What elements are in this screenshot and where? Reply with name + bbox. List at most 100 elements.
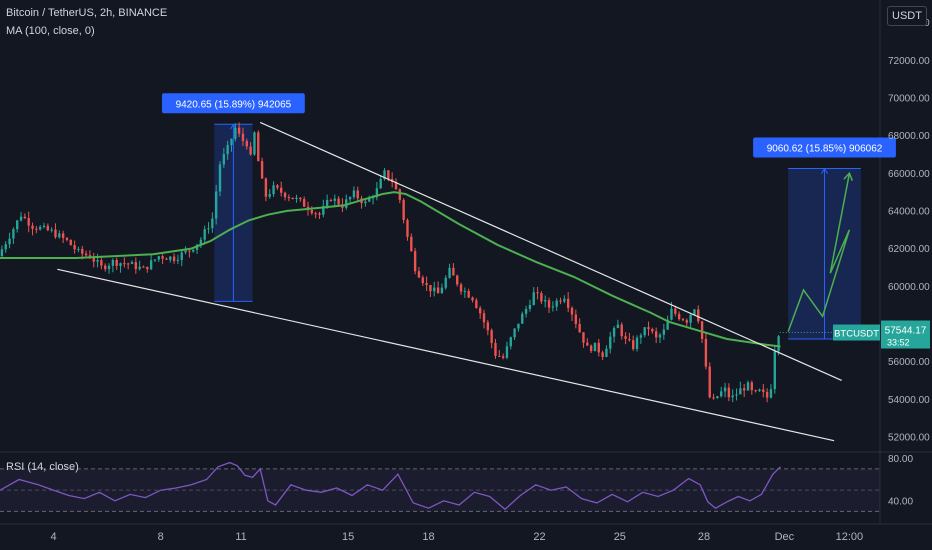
- candle-body: [329, 200, 333, 202]
- projection-arrow-head: [843, 171, 854, 181]
- currency-badge[interactable]: USDT: [887, 6, 927, 26]
- candle-body: [142, 266, 145, 268]
- candle-body: [387, 170, 390, 179]
- candle-body: [624, 336, 627, 339]
- candle-body: [406, 219, 409, 237]
- candle-body: [218, 164, 222, 192]
- candle-body: [647, 327, 650, 330]
- candle-body: [597, 342, 600, 353]
- candle-body: [574, 314, 578, 325]
- candle-body: [203, 229, 206, 240]
- candle-body: [192, 249, 195, 252]
- candle-body: [77, 248, 80, 250]
- price-tick-label: 72000.00: [888, 56, 930, 67]
- candle-body: [658, 334, 662, 338]
- candle-body: [620, 324, 623, 337]
- candle-body: [241, 133, 245, 142]
- candle-body: [697, 309, 700, 322]
- candle-body: [632, 340, 635, 349]
- candle-body: [234, 127, 237, 139]
- candle-body: [758, 389, 761, 392]
- candle-body: [302, 199, 306, 207]
- time-tick-label: Dec: [775, 531, 795, 543]
- candle-body: [356, 190, 359, 199]
- price-tick-label: 68000.00: [888, 131, 930, 142]
- candle-body: [96, 260, 99, 262]
- candle-body: [287, 197, 291, 199]
- candle-body: [115, 259, 118, 266]
- candle-body: [628, 338, 631, 341]
- candle-body: [138, 266, 141, 270]
- candle-body: [322, 206, 325, 215]
- candle-body: [375, 188, 379, 198]
- symbol-price-tag: [833, 324, 880, 341]
- candle-body: [551, 306, 555, 308]
- candle-body: [662, 329, 666, 335]
- candle-body: [111, 259, 115, 266]
- candle-body: [440, 287, 444, 294]
- candle-body: [130, 262, 134, 264]
- candle-body: [272, 185, 275, 195]
- candle-body: [528, 304, 532, 309]
- measure-label: 9420.65 (15.89%) 942065: [176, 99, 292, 110]
- candle-body: [765, 391, 769, 398]
- candle-body: [746, 382, 750, 391]
- candle-body: [609, 336, 612, 349]
- candle-body: [735, 394, 738, 396]
- candle-body: [310, 209, 314, 214]
- candle-body: [226, 145, 229, 155]
- rsi-pane: 40.00 80.00: [0, 454, 913, 512]
- candle-body: [214, 191, 218, 219]
- candle-body: [570, 307, 574, 315]
- candle-body: [50, 229, 53, 231]
- rsi-tick-label: 80.00: [888, 454, 913, 465]
- candle-body: [169, 256, 172, 260]
- candle-body: [505, 346, 509, 358]
- rsi-tick-label: 40.00: [888, 496, 913, 507]
- measure-annotations: 9420.65 (15.89%) 942065 9060.62 (15.85%) …: [161, 93, 896, 340]
- rsi-legend[interactable]: RSI (14, close): [6, 461, 79, 473]
- candle-body: [16, 220, 19, 230]
- candle-body: [486, 322, 490, 331]
- candle-body: [134, 262, 138, 270]
- projection-path-line-2: [829, 173, 851, 274]
- candle-body: [245, 141, 248, 147]
- symbol-legend[interactable]: Bitcoin / TetherUS, 2h, BINANCE: [6, 7, 168, 19]
- candle-body: [257, 132, 260, 162]
- candle-body: [773, 351, 776, 390]
- wedge-upper-trendline: [259, 121, 842, 381]
- candle-body: [157, 256, 160, 260]
- projection-path-line: [787, 229, 851, 332]
- ma-legend[interactable]: MA (100, close, 0): [6, 25, 95, 37]
- candle-body: [521, 313, 524, 324]
- candle-body: [605, 348, 608, 357]
- candle-body: [413, 251, 417, 272]
- measure-label-box: [161, 93, 305, 114]
- price-axis: 52000.0054000.0056000.0058000.0060000.00…: [888, 18, 930, 443]
- candle-body: [230, 138, 233, 146]
- candle-body: [211, 218, 214, 229]
- candles: [0, 122, 780, 403]
- price-tick-label: 64000.00: [888, 206, 930, 217]
- candle-body: [643, 327, 646, 336]
- candle-body: [8, 238, 11, 245]
- price-tick-label: 60000.00: [888, 282, 930, 293]
- candle-body: [704, 338, 708, 367]
- price-tick-label: 52000.00: [888, 432, 930, 443]
- candle-body: [188, 250, 191, 252]
- time-tick-label: 28: [698, 531, 710, 543]
- candle-body: [456, 275, 459, 285]
- candle-body: [727, 387, 731, 398]
- candle-body: [547, 300, 551, 308]
- candle-body: [81, 248, 84, 254]
- candle-body: [280, 187, 283, 193]
- candle-body: [459, 284, 463, 292]
- candle-body: [601, 352, 604, 357]
- candle-body: [348, 197, 352, 200]
- candle-body: [27, 218, 30, 226]
- measure-label: 9060.62 (15.85%) 906062: [767, 144, 883, 155]
- candle-body: [260, 161, 264, 179]
- last-price-value: 57544.17: [885, 326, 927, 337]
- candle-body: [777, 336, 780, 352]
